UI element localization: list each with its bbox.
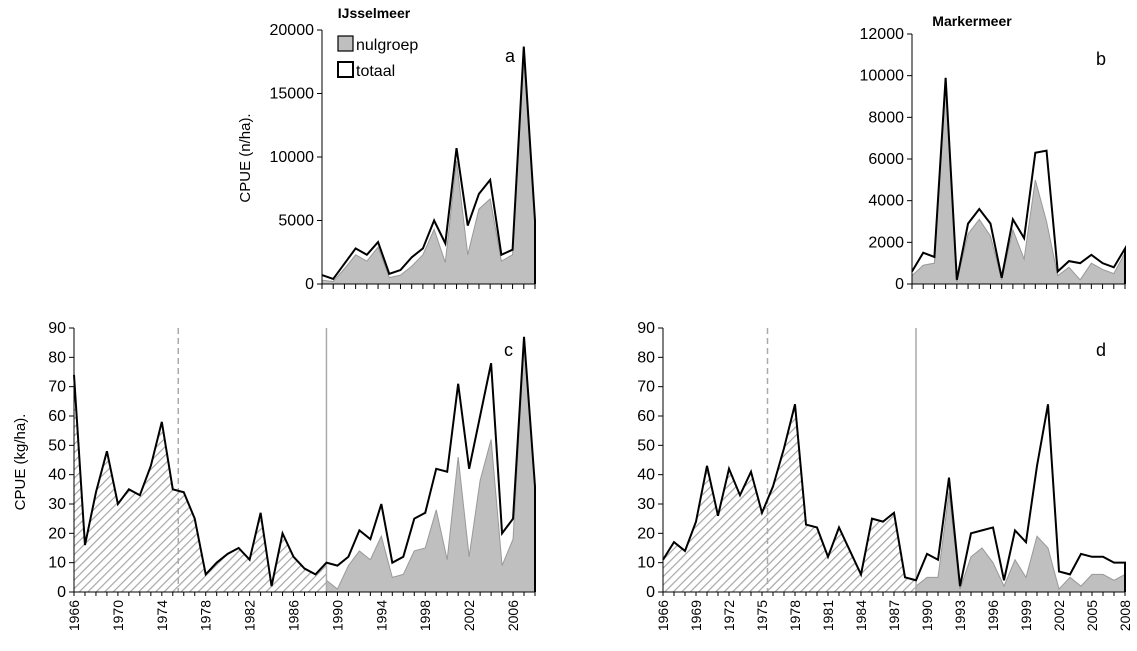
y-tick-label: 50 [637,437,655,454]
y-tick-label: 30 [637,496,655,513]
y-tick-label: 10000 [860,68,905,85]
panel-a-title: IJsselmeer [338,5,411,21]
panel-a-ylabel: CPUE (n/ha). [237,113,254,202]
x-tick-label: 2002 [461,600,477,631]
x-tick-label: 1999 [1018,600,1034,631]
y-tick-label: 90 [637,320,655,337]
y-tick-label: 70 [637,379,655,396]
x-tick-label: 1986 [286,600,302,631]
y-tick-label: 5000 [278,213,314,230]
y-tick-label: 0 [646,584,655,601]
x-tick-label: 2002 [1051,600,1067,631]
legend-nulgroep-label: nulgroep [356,37,418,54]
x-tick-label: 1981 [820,600,836,631]
x-tick-label: 1994 [373,600,389,631]
panel-a-letter: a [505,46,516,66]
legend-totaal-label: totaal [356,63,395,80]
y-tick-label: 15000 [270,86,315,103]
x-tick-label: 1974 [154,600,170,631]
y-tick-label: 10 [48,555,66,572]
panel-b-title: Markermeer [932,13,1012,29]
y-tick-label: 8000 [868,109,904,126]
x-tick-label: 1984 [853,600,869,631]
x-tick-label: 1966 [66,600,82,631]
panel-b-markermeer-count: 0 2000 4000 6000 8000 10000 12000 [860,26,1126,293]
panel-b-letter: b [1096,49,1106,69]
y-tick-label: 10000 [270,149,315,166]
x-tick-label: 2005 [1084,600,1100,631]
x-tick-label: 1978 [198,600,214,631]
y-tick-label: 12000 [860,26,905,43]
x-tick-label: 2008 [1117,600,1133,631]
x-tick-label: 1993 [952,600,968,631]
y-tick-label: 0 [305,276,314,293]
y-tick-label: 20 [48,525,66,542]
totaal-line [73,336,536,592]
x-tick-label: 1998 [417,600,433,631]
y-tick-label: 40 [637,467,655,484]
x-tick-label: 1996 [985,600,1001,631]
y-tick-label: 30 [48,496,66,513]
x-tick-label: 1990 [329,600,345,631]
x-tick-label: 1975 [754,600,770,631]
y-tick-label: 70 [48,379,66,396]
legend-nulgroep-swatch [337,35,354,52]
x-tick-label: 2006 [505,600,521,631]
y-tick-label: 10 [637,555,655,572]
x-tick-label: 1982 [242,600,258,631]
x-tick-label: 1972 [721,600,737,631]
panel-c-letter: c [504,340,513,360]
totaal-line [662,404,1126,592]
y-tick-label: 90 [48,320,66,337]
panel-a-ijsselmeer-count: 0 5000 10000 15000 20000 [270,22,536,293]
x-tick-label: 1990 [919,600,935,631]
y-tick-label: 0 [57,584,66,601]
y-tick-label: 20000 [270,22,315,39]
y-tick-label: 80 [637,349,655,366]
y-tick-label: 80 [48,349,66,366]
panel-d-letter: d [1096,340,1106,360]
historic-total-hatched-area [663,404,916,592]
y-tick-label: 6000 [868,151,904,168]
nulgroep-area [325,342,536,593]
y-tick-label: 20 [637,525,655,542]
x-tick-label: 1969 [688,600,704,631]
y-tick-label: 0 [895,276,904,293]
panel-a-legend: nulgroep totaal [337,35,418,80]
panel-d-markermeer-biomass: 0 10 20 30 40 50 60 70 80 90 1966 1969 1972 1975 1978 1… [637,320,1133,631]
nulgroep-area [915,492,1126,593]
legend-totaal-swatch [337,61,354,78]
x-tick-label: 1966 [655,600,671,631]
historic-total-hatched-area [74,374,327,592]
y-tick-label: 2000 [868,234,904,251]
y-tick-label: 60 [48,408,66,425]
x-tick-label: 1970 [110,600,126,631]
panel-c-ylabel: CPUE (kg/ha). [12,414,29,511]
y-tick-label: 40 [48,467,66,484]
totaal-line [321,46,536,284]
panel-c-ijsselmeer-biomass: 0 10 20 30 40 50 60 70 80 90 1966 1970 1974 1978 1982 1… [48,320,536,631]
x-tick-label: 1987 [886,600,902,631]
x-tick-label: 1978 [787,600,803,631]
y-tick-label: 60 [637,408,655,425]
totaal-line [911,77,1126,284]
y-tick-label: 50 [48,437,66,454]
y-tick-label: 4000 [868,193,904,210]
